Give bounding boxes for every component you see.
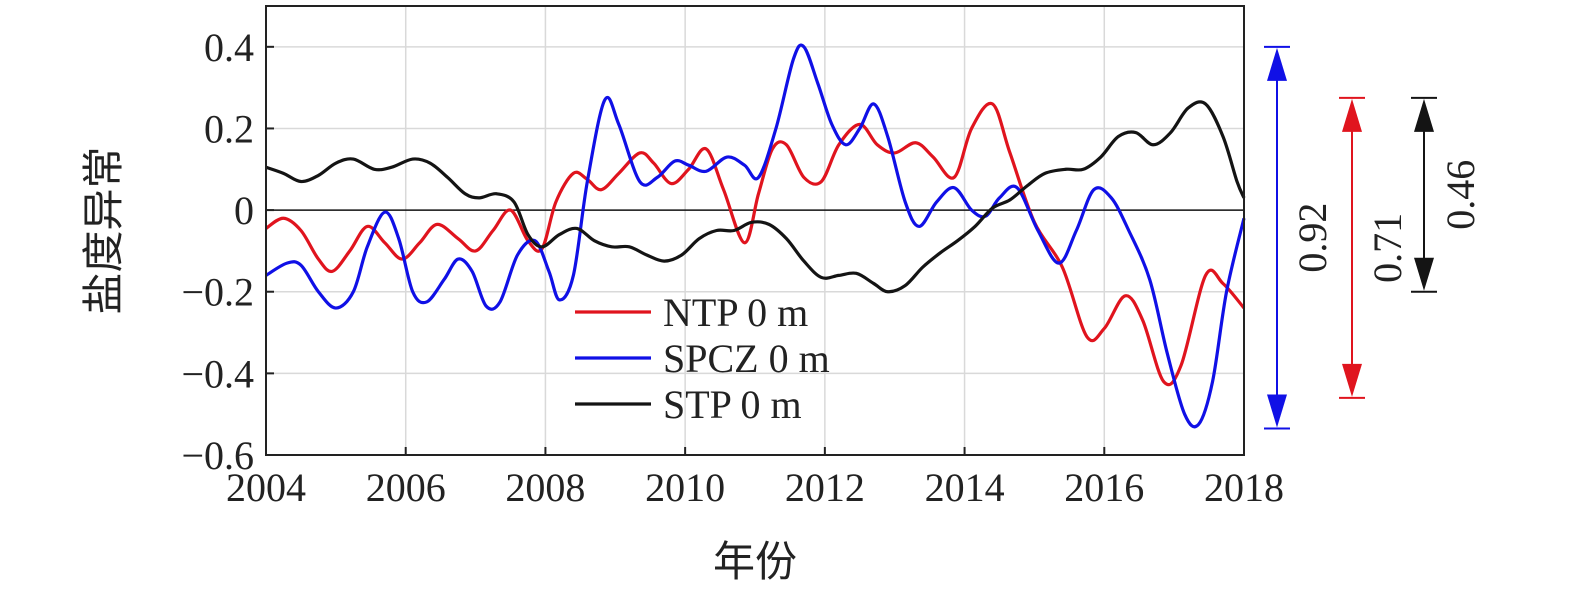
range-marker: 0.92 bbox=[1264, 45, 1335, 430]
arrowhead-up-icon bbox=[1342, 98, 1362, 132]
plot-area-frame bbox=[265, 5, 1245, 456]
arrowhead-down-icon bbox=[1267, 394, 1287, 428]
series-line-1 bbox=[265, 43, 1246, 429]
series-lines bbox=[265, 43, 1246, 429]
legend-label: SPCZ 0 m bbox=[663, 336, 830, 381]
x-tick-label: 2010 bbox=[645, 465, 725, 510]
y-tick-label: −0.6 bbox=[181, 433, 254, 478]
x-tick-label: 2004 bbox=[226, 465, 306, 510]
y-axis-title: 盐度异常 bbox=[82, 146, 128, 314]
x-axis-title: 年份 bbox=[713, 539, 797, 586]
y-tick-label: 0.2 bbox=[204, 106, 254, 151]
y-tick-label: −0.2 bbox=[181, 270, 254, 315]
arrowhead-down-icon bbox=[1342, 363, 1362, 397]
range-markers: 0.92 0.71 0.46 bbox=[1264, 45, 1483, 430]
series-line-2 bbox=[265, 100, 1246, 294]
x-tick-label: 2006 bbox=[366, 465, 446, 510]
range-marker: 0.71 bbox=[1339, 96, 1410, 399]
y-axis-ticks: 0.4 0.2 0 −0.2 −0.4 −0.6 bbox=[181, 25, 274, 478]
y-tick-label: 0 bbox=[234, 188, 254, 233]
x-tick-label: 2018 bbox=[1204, 465, 1284, 510]
y-tick-label: −0.4 bbox=[181, 351, 254, 396]
arrowhead-down-icon bbox=[1414, 257, 1434, 291]
x-tick-label: 2014 bbox=[925, 465, 1005, 510]
range-marker-label: 0.71 bbox=[1365, 213, 1410, 283]
x-tick-label: 2016 bbox=[1064, 465, 1144, 510]
arrowhead-up-icon bbox=[1414, 98, 1434, 132]
legend-label: NTP 0 m bbox=[663, 290, 808, 335]
range-marker-label: 0.46 bbox=[1438, 160, 1483, 230]
x-tick-label: 2012 bbox=[785, 465, 865, 510]
y-tick-label: 0.4 bbox=[204, 25, 254, 70]
range-marker-label: 0.92 bbox=[1290, 203, 1335, 273]
arrowhead-up-icon bbox=[1267, 47, 1287, 81]
x-tick-label: 2008 bbox=[505, 465, 585, 510]
range-marker: 0.46 bbox=[1411, 96, 1483, 293]
series-line-0 bbox=[265, 101, 1246, 387]
legend-label: STP 0 m bbox=[663, 382, 802, 427]
x-axis-ticks: 2004 2006 2008 2010 2012 2014 2016 2018 bbox=[226, 447, 1284, 510]
